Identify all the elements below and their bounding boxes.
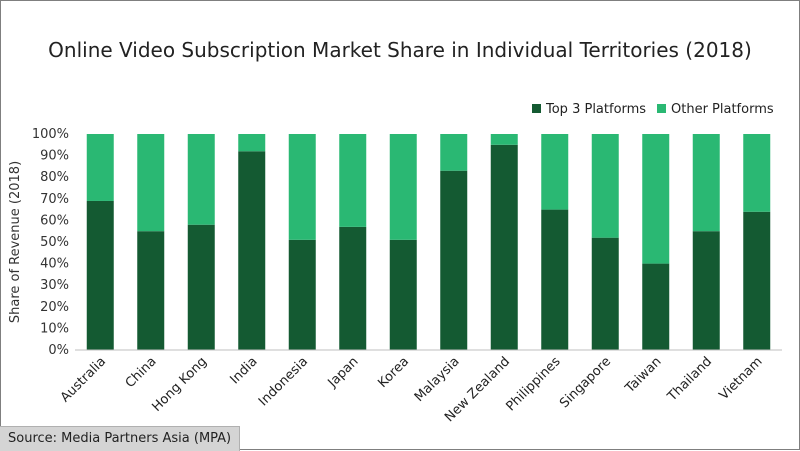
y-tick-label: 20% (40, 300, 69, 315)
y-tick-label: 100% (32, 127, 69, 142)
x-tick-label: China (123, 354, 160, 391)
bar-top3-china (137, 231, 165, 350)
x-tick-label: Singapore (557, 354, 614, 411)
y-tick-label: 80% (40, 170, 69, 185)
bar-other-malaysia (440, 134, 468, 171)
legend-swatch-top3 (532, 104, 541, 113)
legend-label-top3: Top 3 Platforms (545, 102, 646, 117)
chart-title: Online Video Subscription Market Share i… (48, 38, 752, 62)
bar-other-vietnam (743, 134, 771, 212)
bar-other-philippines (541, 134, 569, 210)
bar-other-china (137, 134, 165, 232)
bar-top3-taiwan (642, 263, 670, 350)
bar-other-taiwan (642, 134, 670, 264)
y-tick-label: 0% (48, 343, 69, 358)
bar-top3-vietnam (743, 211, 771, 350)
bar-top3-korea (389, 239, 417, 350)
x-tick-label: Thailand (664, 354, 715, 405)
y-tick-label: 90% (40, 149, 69, 164)
y-tick-label: 60% (40, 213, 69, 228)
x-tick-label: Malaysia (412, 354, 463, 405)
y-tick-label: 70% (40, 192, 69, 207)
bar-top3-philippines (541, 209, 569, 350)
y-tick-label: 40% (40, 257, 69, 272)
bar-other-australia (86, 134, 114, 201)
bar-other-korea (389, 134, 417, 240)
x-tick-label: Japan (325, 354, 362, 391)
bar-top3-indonesia (288, 239, 316, 350)
y-tick-label: 30% (40, 278, 69, 293)
y-axis-label: Share of Revenue (2018) (8, 161, 23, 323)
x-tick-label: Australia (58, 354, 109, 405)
bar-other-thailand (692, 134, 720, 232)
bar-top3-new-zealand (490, 144, 518, 350)
x-tick-label: India (227, 354, 260, 387)
legend-swatch-other (657, 104, 666, 113)
bar-top3-singapore (591, 237, 619, 350)
y-tick-label: 10% (40, 321, 69, 336)
bar-other-hong-kong (187, 134, 215, 225)
x-tick-label: Philippines (503, 354, 563, 414)
bar-top3-india (238, 151, 266, 350)
bar-top3-malaysia (440, 170, 468, 350)
bar-other-singapore (591, 134, 619, 238)
x-tick-label: Taiwan (622, 354, 665, 397)
bar-other-indonesia (288, 134, 316, 240)
source-note: Source: Media Partners Asia (MPA) (0, 426, 241, 451)
bar-top3-hong-kong (187, 224, 215, 350)
x-tick-label: Hong Kong (149, 354, 210, 415)
bar-other-new-zealand (490, 134, 518, 145)
bar-top3-australia (86, 200, 114, 350)
x-tick-label: Korea (375, 354, 412, 391)
legend-label-other: Other Platforms (671, 102, 774, 117)
bar-top3-japan (339, 226, 367, 350)
bar-other-india (238, 134, 266, 152)
bar-other-japan (339, 134, 367, 227)
x-tick-label: Vietnam (717, 354, 766, 403)
y-tick-label: 50% (40, 235, 69, 250)
x-tick-label: Indonesia (256, 354, 311, 409)
bar-top3-thailand (692, 231, 720, 350)
